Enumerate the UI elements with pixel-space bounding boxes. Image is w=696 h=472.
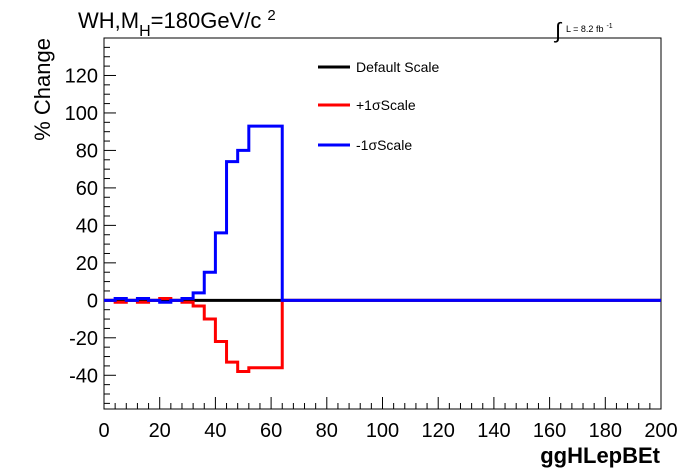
y-tick-label: -20: [69, 328, 98, 350]
chart-title-value: =180GeV/c: [151, 8, 262, 33]
y-tick-label: 20: [76, 253, 98, 275]
x-tick-label: 100: [366, 420, 399, 442]
lumi-label-text: L = 8.2 fb: [566, 24, 603, 34]
y-tick-label: 120: [65, 65, 98, 87]
x-tick-label: 0: [98, 420, 109, 442]
lumi-label: L = 8.2 fb -1: [566, 23, 613, 34]
chart-title-main: WH,M: [78, 8, 139, 33]
x-tick-label: 80: [316, 420, 338, 442]
x-axis-label: ggHLepBEt: [540, 443, 660, 468]
y-tick-label: 0: [87, 290, 98, 312]
legend-label-2: -1σScale: [356, 137, 412, 153]
legend: Default Scale +1σScale -1σScale: [318, 59, 439, 153]
y-tick-label: 100: [65, 103, 98, 125]
chart-title-sub: H: [139, 23, 151, 40]
y-axis-ticks: -40 -20 0 20 40 60 80 100 120: [65, 37, 116, 404]
y-axis-label: % Change: [30, 38, 55, 141]
series-layer: [104, 124, 661, 374]
x-tick-label: 20: [149, 420, 171, 442]
x-tick-label: 180: [589, 420, 622, 442]
legend-label-1: +1σScale: [356, 97, 416, 113]
y-tick-label: 60: [76, 178, 98, 200]
y-tick-label: 80: [76, 140, 98, 162]
plot-frame: [103, 37, 662, 410]
x-tick-label: 40: [204, 420, 226, 442]
x-axis-ticks: 0 20 40 60 80 100 120 140 160 180 200: [98, 397, 678, 442]
lumi-integral-icon: ∫: [553, 18, 563, 43]
x-tick-label: 200: [644, 420, 677, 442]
y-tick-label: -40: [69, 365, 98, 387]
x-tick-label: 120: [422, 420, 455, 442]
y-tick-label: 40: [76, 215, 98, 237]
series-line-2: [104, 124, 661, 304]
legend-label-0: Default Scale: [356, 59, 439, 75]
chart-title: WH,MH=180GeV/c 2: [78, 7, 276, 40]
lumi-label-sup: -1: [606, 23, 612, 30]
series-line-1: [104, 296, 661, 374]
x-tick-label: 140: [477, 420, 510, 442]
chart-title-sup: 2: [267, 7, 275, 24]
x-tick-label: 160: [533, 420, 566, 442]
x-tick-label: 60: [260, 420, 282, 442]
